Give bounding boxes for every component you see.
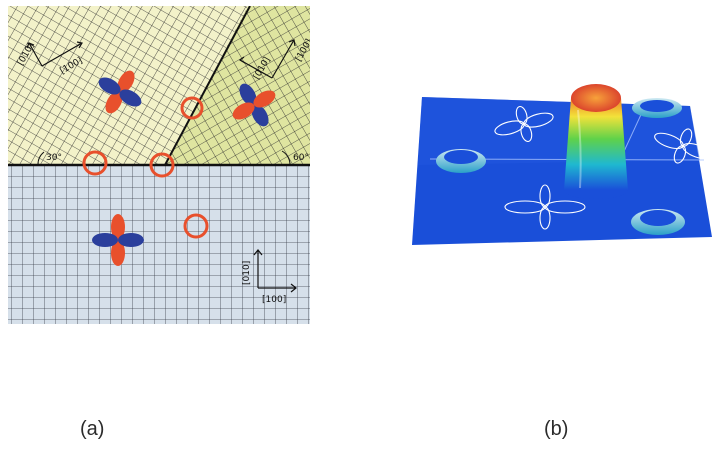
left-grain-axes xyxy=(26,41,83,67)
vortex-marker-ring xyxy=(183,213,209,239)
d-wave-orbital-right-grain xyxy=(232,83,276,127)
panel-a-grain-boundary-diagram: [010] [100] [010] [100] 30° 60° [010] [1… xyxy=(8,6,310,324)
orbital-outline-upper-left xyxy=(494,105,554,143)
surface-ring-lower-right xyxy=(631,209,685,235)
orbital-outline-lower xyxy=(504,184,586,230)
orbital-outline-right xyxy=(654,128,712,164)
grain-right-region xyxy=(165,6,310,165)
vortex-marker-ring xyxy=(149,152,175,178)
bottom-grain-axes xyxy=(253,249,297,293)
surface-plane-shade xyxy=(418,97,700,165)
angle-arc-30 xyxy=(37,151,45,166)
grain-boundary-diagonal xyxy=(164,6,251,166)
angle-30-label: 30° xyxy=(46,153,62,163)
vortex-marker-ring xyxy=(82,150,108,176)
d-wave-orbital-left-grain xyxy=(98,70,142,114)
central-peak xyxy=(564,84,628,199)
vortex-marker-ring xyxy=(180,96,204,120)
grain-bottom-region xyxy=(8,165,310,324)
surface-ring-upper-right xyxy=(632,98,682,118)
panel-b-label: (b) xyxy=(544,418,569,440)
surface-ring-left xyxy=(436,149,486,173)
right-grain-axes xyxy=(238,39,296,79)
angle-60-label: 60° xyxy=(293,153,309,163)
panel-a-label: (a) xyxy=(80,418,105,440)
d-wave-orbital-bottom-grain xyxy=(92,214,144,266)
angle-arc-60 xyxy=(281,150,291,166)
panel-b-3d-surface-plot xyxy=(412,84,712,245)
bottom-axis-100-label: [100] xyxy=(262,295,286,305)
bottom-axis-010-label: [010] xyxy=(242,261,252,285)
